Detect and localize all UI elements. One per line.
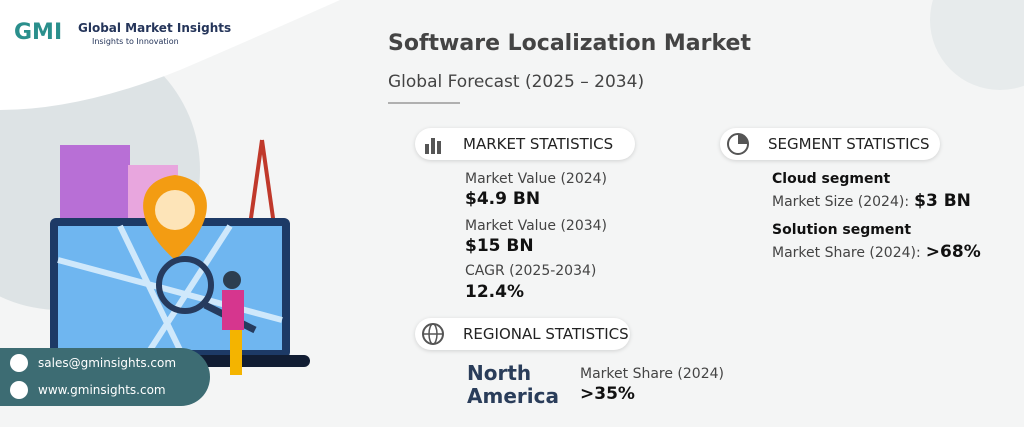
email[interactable]: sales@gminsights.com <box>38 356 177 370</box>
heading-text: MARKET STATISTICS <box>463 135 614 153</box>
icon <box>425 138 441 154</box>
subtitle: Global Forecast (2025 – 2034) <box>388 72 645 92</box>
stat-value: $4.9 BN <box>465 189 541 209</box>
stat-value: >35% <box>580 384 635 404</box>
heading-text: SEGMENT STATISTICS <box>768 135 930 153</box>
stat-label: Market Share (2024) <box>580 366 724 382</box>
stat-value: $3 BN <box>914 191 971 211</box>
web-icon <box>10 381 28 399</box>
stat-value: $15 BN <box>465 236 534 256</box>
website[interactable]: www.gminsights.com <box>38 383 166 397</box>
stat-label: Market Share (2024): <box>772 245 921 261</box>
email-icon <box>10 354 28 372</box>
contact-box: sales@gminsights.com www.gminsights.com <box>0 348 210 406</box>
title: Software Localization Market <box>388 31 751 56</box>
logo-name: Global Market Insights <box>78 21 232 35</box>
section-heading: REGIONAL STATISTICS <box>415 318 630 350</box>
stat-label: Market Size (2024): <box>772 194 910 210</box>
segment-line: Market Share (2024): >68% <box>772 242 981 262</box>
region-name: North America <box>467 361 559 408</box>
logo-mark: GMI <box>14 20 63 45</box>
segment-line: Market Size (2024): $3 BN <box>772 191 971 211</box>
heading-text: REGIONAL STATISTICS <box>463 325 629 343</box>
segment-name: Cloud segment <box>772 171 891 187</box>
stat-label: Market Value (2034) <box>465 218 608 234</box>
stat-value: 12.4% <box>465 282 524 302</box>
icon <box>727 133 749 155</box>
section-heading: MARKET STATISTICS <box>415 128 635 160</box>
logo-tagline: Insights to Innovation <box>92 37 179 46</box>
segment-name: Solution segment <box>772 222 912 238</box>
stat-value: >68% <box>925 242 981 262</box>
stat-label: Market Value (2024) <box>465 171 608 187</box>
stat-label: CAGR (2025-2034) <box>465 263 597 279</box>
section-heading: SEGMENT STATISTICS <box>720 128 940 160</box>
icon <box>422 323 444 345</box>
